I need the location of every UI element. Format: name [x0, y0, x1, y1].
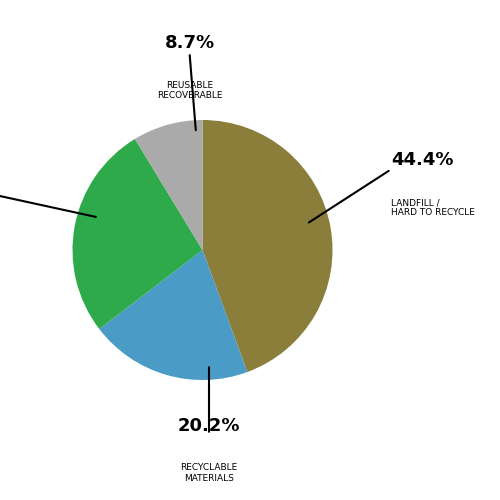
Wedge shape	[202, 120, 332, 372]
Text: 8.7%: 8.7%	[164, 34, 214, 52]
Wedge shape	[72, 139, 202, 329]
Wedge shape	[100, 250, 248, 380]
Wedge shape	[135, 120, 202, 250]
Text: 20.2%: 20.2%	[178, 416, 240, 434]
Text: LANDFILL /
HARD TO RECYCLE: LANDFILL / HARD TO RECYCLE	[391, 198, 475, 218]
Text: RECYCLABLE
MATERIALS: RECYCLABLE MATERIALS	[180, 463, 238, 482]
Text: REUSABLE
RECOVERABLE: REUSABLE RECOVERABLE	[157, 81, 222, 100]
Text: 44.4%: 44.4%	[391, 152, 454, 170]
